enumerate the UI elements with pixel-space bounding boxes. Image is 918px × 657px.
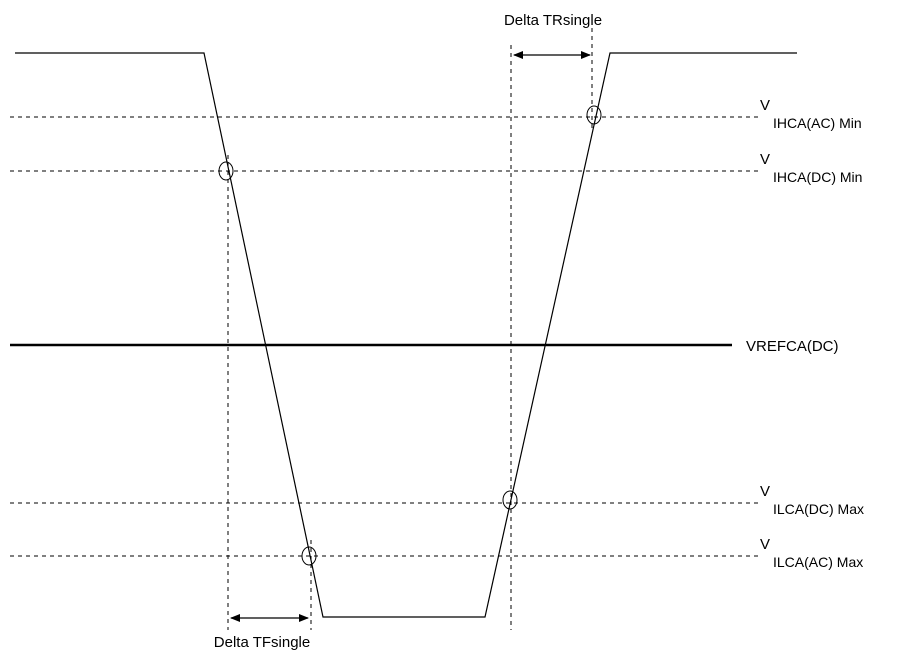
vihca-ac-label: V IHCA(AC) Min [760,97,862,131]
vihca-ac-label-main: V [760,97,770,114]
timing-markers [227,28,593,630]
crossing-points [218,105,602,566]
crossing-vilca-dc [502,490,518,510]
vilca-ac-label-main: V [760,536,770,553]
vilca-ac-label-sub: ILCA(AC) Max [773,554,863,570]
vihca-dc-label: V IHCA(DC) Min [760,151,862,185]
vihca-dc-label-sub: IHCA(DC) Min [773,169,862,185]
crossing-vihca-ac [586,105,602,125]
vilca-dc-label: V ILCA(DC) Max [760,483,864,517]
delta-tr-label: Delta TRsingle [504,12,602,29]
threshold-lines [10,116,760,557]
vref-label: VREFCA(DC) [746,338,839,355]
crossing-vihca-dc [218,161,234,181]
signal-waveform [15,52,797,618]
vihca-dc-label-main: V [760,151,770,168]
crossing-vilca-ac [301,546,317,566]
vilca-dc-label-main: V [760,483,770,500]
vihca-ac-label-sub: IHCA(AC) Min [773,115,862,131]
vilca-ac-label: V ILCA(AC) Max [760,536,863,570]
delta-tf-label: Delta TFsingle [214,634,310,651]
vilca-dc-label-sub: ILCA(DC) Max [773,501,864,517]
